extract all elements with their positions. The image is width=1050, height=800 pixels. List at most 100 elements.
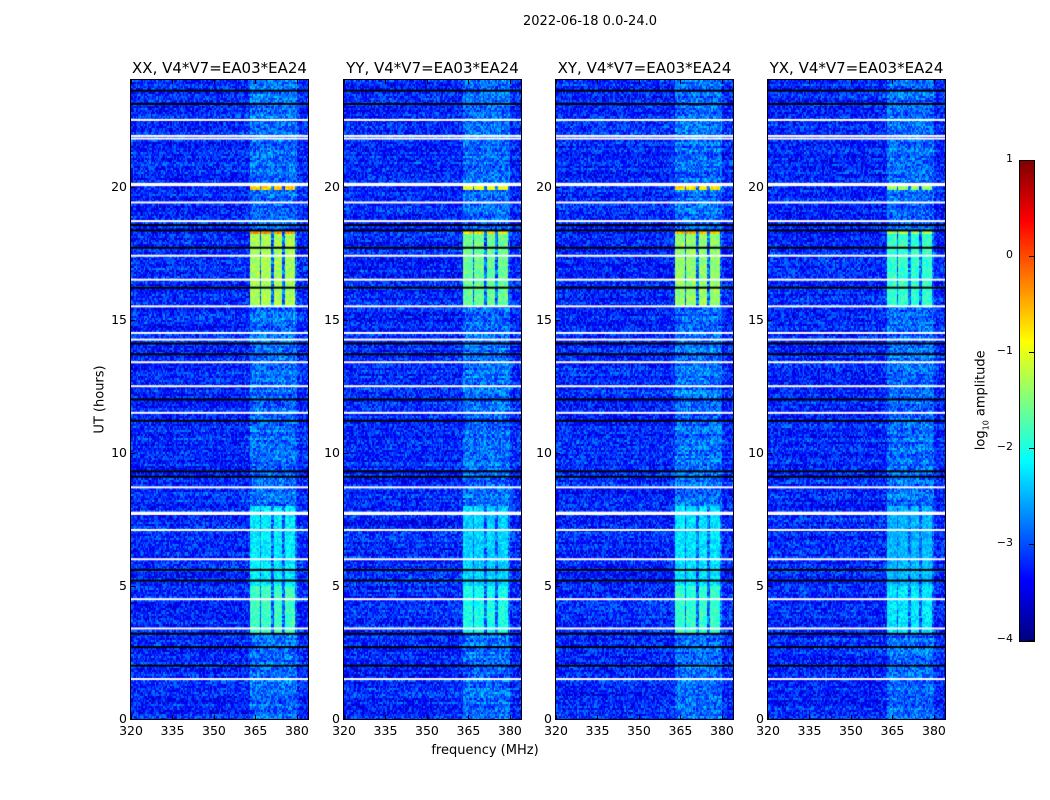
x-tick-mark (468, 80, 470, 84)
x-tick-mark (556, 80, 557, 84)
y-tick-mark (344, 719, 348, 720)
y-tick-mark (768, 452, 772, 454)
x-tick-mark (809, 80, 811, 84)
colorbar-tick-label: −2 (996, 440, 1013, 453)
y-tick-mark (556, 319, 560, 321)
x-tick-label: 320 (119, 723, 143, 738)
x-tick-mark (426, 80, 428, 84)
y-tick-label: 0 (756, 711, 764, 726)
x-tick-mark (680, 80, 682, 84)
panel-title: YX, V4*V7=EA03*EA24 (769, 59, 944, 77)
x-tick-mark (638, 715, 640, 719)
colorbar-tick-mark (1029, 544, 1034, 545)
x-tick-mark (468, 715, 470, 719)
y-tick-label: 15 (748, 311, 764, 327)
y-tick-mark (768, 186, 772, 188)
y-tick-label: 5 (119, 577, 127, 593)
x-tick-mark (213, 80, 215, 84)
x-tick-mark (597, 715, 599, 719)
x-tick-label: 350 (415, 723, 439, 738)
x-tick-mark (172, 715, 174, 719)
y-tick-label: 0 (119, 711, 127, 726)
x-tick-mark (213, 715, 215, 719)
y-tick-label: 5 (332, 577, 340, 593)
colorbar-tick-mark (1029, 640, 1034, 641)
y-tick-mark (131, 719, 135, 720)
x-tick-mark (385, 80, 387, 84)
y-tick-label: 0 (332, 711, 340, 726)
y-tick-label: 10 (536, 444, 552, 460)
x-tick-mark (296, 715, 298, 719)
heatmap-image (131, 80, 308, 719)
y-tick-mark (556, 585, 560, 587)
x-tick-mark (721, 715, 723, 719)
x-tick-label: 380 (922, 723, 946, 738)
colorbar (1019, 160, 1035, 642)
colorbar-tick-label: −3 (996, 536, 1013, 549)
x-tick-mark (131, 715, 132, 719)
y-axis-label: UT (hours) (92, 365, 108, 434)
x-tick-label: 320 (756, 723, 780, 738)
y-tick-mark (768, 585, 772, 587)
y-tick-mark (131, 186, 135, 188)
x-tick-mark (344, 80, 345, 84)
x-tick-label: 320 (544, 723, 568, 738)
y-tick-label: 20 (748, 178, 764, 194)
colorbar-tick-mark (1029, 448, 1034, 449)
x-tick-label: 365 (880, 723, 905, 738)
y-tick-label: 10 (324, 444, 340, 460)
y-tick-label: 20 (111, 178, 127, 194)
x-tick-mark (255, 715, 257, 719)
y-tick-label: 15 (111, 311, 127, 327)
x-tick-label: 380 (710, 723, 734, 738)
colorbar-tick-label: −1 (996, 344, 1013, 357)
figure-title: 2022-06-18 0.0-24.0 (523, 14, 657, 29)
y-tick-mark (344, 452, 348, 454)
x-tick-mark (768, 715, 769, 719)
x-tick-label: 320 (332, 723, 356, 738)
x-tick-mark (296, 80, 298, 84)
colorbar-tick-label: 0 (1006, 248, 1013, 261)
y-tick-mark (131, 585, 135, 587)
x-tick-label: 380 (498, 723, 522, 738)
heatmap-panel (130, 79, 309, 720)
y-tick-mark (344, 186, 348, 188)
x-tick-mark (933, 715, 935, 719)
y-tick-mark (344, 319, 348, 321)
x-tick-label: 335 (160, 723, 185, 738)
y-tick-mark (556, 186, 560, 188)
y-tick-mark (556, 719, 560, 720)
x-axis-label: frequency (MHz) (431, 743, 539, 758)
y-tick-label: 10 (111, 444, 127, 460)
heatmap-panel (555, 79, 734, 720)
x-tick-mark (809, 715, 811, 719)
y-tick-mark (768, 719, 772, 720)
x-tick-mark (850, 80, 852, 84)
panel-title: XX, V4*V7=EA03*EA24 (132, 59, 307, 77)
panel-title: YY, V4*V7=EA03*EA24 (346, 59, 519, 77)
y-tick-label: 15 (536, 311, 552, 327)
x-tick-label: 350 (202, 723, 226, 738)
x-tick-mark (850, 715, 852, 719)
x-tick-mark (721, 80, 723, 84)
y-tick-label: 20 (536, 178, 552, 194)
colorbar-tick-mark (1029, 352, 1034, 353)
colorbar-tick-mark (1029, 256, 1034, 257)
heatmap-image (768, 80, 945, 719)
y-tick-mark (131, 452, 135, 454)
x-tick-mark (344, 715, 345, 719)
x-tick-mark (131, 80, 132, 84)
y-tick-label: 5 (756, 577, 764, 593)
x-tick-mark (892, 80, 894, 84)
x-tick-mark (597, 80, 599, 84)
colorbar-tick-label: 1 (1006, 152, 1013, 165)
x-tick-label: 350 (839, 723, 863, 738)
x-tick-label: 335 (585, 723, 610, 738)
y-tick-label: 10 (748, 444, 764, 460)
y-tick-label: 20 (324, 178, 340, 194)
y-tick-mark (556, 452, 560, 454)
y-tick-mark (344, 585, 348, 587)
x-tick-label: 365 (243, 723, 268, 738)
x-tick-label: 380 (285, 723, 309, 738)
